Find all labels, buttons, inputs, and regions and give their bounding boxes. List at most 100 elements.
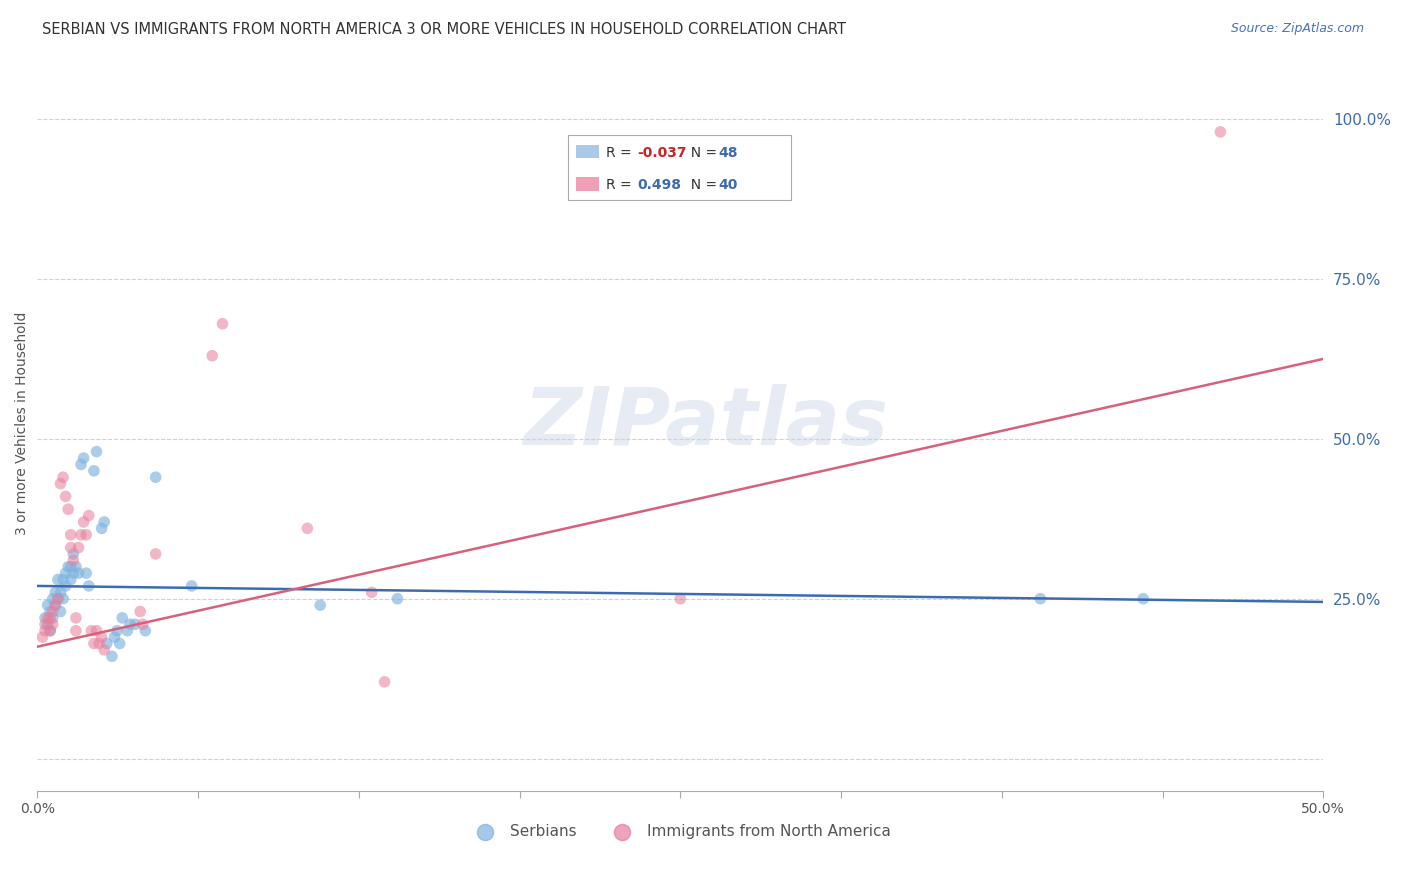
Point (65, 611, 87, 625)
Point (83, 464, 105, 478)
Point (59, 573, 82, 587)
Point (58, 502, 80, 516)
Point (62, 553, 84, 567)
Point (669, 591, 692, 606)
Point (70, 458, 93, 472)
Point (52, 591, 75, 606)
Point (49, 605, 72, 619)
Text: -0.037: -0.037 (637, 145, 686, 160)
Point (86, 444, 108, 458)
Point (83, 636, 105, 650)
Point (31, 630, 53, 644)
Point (103, 630, 125, 644)
Point (52, 573, 75, 587)
Point (93, 515, 115, 529)
Point (117, 624, 139, 638)
Point (46, 591, 69, 606)
Point (1029, 591, 1052, 606)
Point (52, 470, 75, 484)
Point (387, 591, 409, 606)
Text: 0.498: 0.498 (637, 178, 681, 193)
Point (44, 598, 66, 612)
Legend: Serbians, Immigrants from North America: Serbians, Immigrants from North America (464, 818, 897, 846)
Point (62, 547, 84, 561)
Point (37, 617, 59, 632)
Text: 48: 48 (718, 145, 738, 160)
Point (124, 617, 146, 632)
Point (39, 624, 62, 638)
Point (211, 317, 233, 331)
Point (34, 624, 56, 638)
Point (108, 636, 131, 650)
Point (75, 566, 97, 581)
Point (145, 470, 167, 484)
Text: N =: N = (682, 145, 721, 160)
Point (72, 450, 94, 465)
Point (134, 624, 156, 638)
Point (59, 528, 82, 542)
Point (39, 611, 62, 625)
Point (93, 643, 115, 657)
Point (44, 585, 66, 599)
Point (46, 591, 69, 606)
Point (42, 605, 65, 619)
Point (77, 579, 100, 593)
Point (39, 624, 62, 638)
Point (87, 636, 110, 650)
Point (90, 521, 112, 535)
Point (34, 617, 56, 632)
Point (70, 528, 93, 542)
Text: N =: N = (682, 178, 721, 193)
Text: SERBIAN VS IMMIGRANTS FROM NORTH AMERICA 3 OR MORE VEHICLES IN HOUSEHOLD CORRELA: SERBIAN VS IMMIGRANTS FROM NORTH AMERICA… (42, 22, 846, 37)
Point (309, 598, 332, 612)
Point (80, 624, 103, 638)
Point (49, 476, 72, 491)
Point (62, 566, 84, 581)
Text: ZIPatlas: ZIPatlas (523, 384, 889, 462)
Point (42, 611, 65, 625)
Point (55, 579, 77, 593)
Point (86, 624, 108, 638)
Point (360, 585, 382, 599)
Text: Source: ZipAtlas.com: Source: ZipAtlas.com (1230, 22, 1364, 36)
Point (34, 611, 56, 625)
Point (44, 598, 66, 612)
Point (77, 508, 100, 523)
Point (42, 617, 65, 632)
Point (65, 624, 87, 638)
Point (42, 591, 65, 606)
Point (101, 649, 124, 664)
Point (145, 547, 167, 561)
Point (1209, 125, 1232, 139)
Point (1132, 591, 1154, 606)
Point (201, 349, 224, 363)
Point (37, 598, 59, 612)
Point (96, 636, 118, 650)
Point (65, 559, 87, 574)
Point (297, 521, 319, 535)
Point (67, 541, 90, 555)
Point (49, 585, 72, 599)
Text: R =: R = (606, 178, 640, 193)
Point (180, 579, 202, 593)
Point (373, 674, 395, 689)
Point (58, 559, 80, 574)
Point (55, 566, 77, 581)
Point (105, 624, 128, 638)
Point (59, 541, 82, 555)
Text: 40: 40 (718, 178, 738, 193)
Point (129, 605, 152, 619)
Point (132, 617, 155, 632)
Point (75, 528, 97, 542)
Point (72, 515, 94, 529)
Y-axis label: 3 or more Vehicles in Household: 3 or more Vehicles in Household (15, 311, 30, 534)
Point (37, 611, 59, 625)
Point (111, 611, 134, 625)
Point (55, 490, 77, 504)
Point (59, 559, 82, 574)
Point (118, 617, 141, 632)
Point (67, 566, 90, 581)
Point (39, 605, 62, 619)
Point (90, 630, 112, 644)
Text: R =: R = (606, 145, 636, 160)
